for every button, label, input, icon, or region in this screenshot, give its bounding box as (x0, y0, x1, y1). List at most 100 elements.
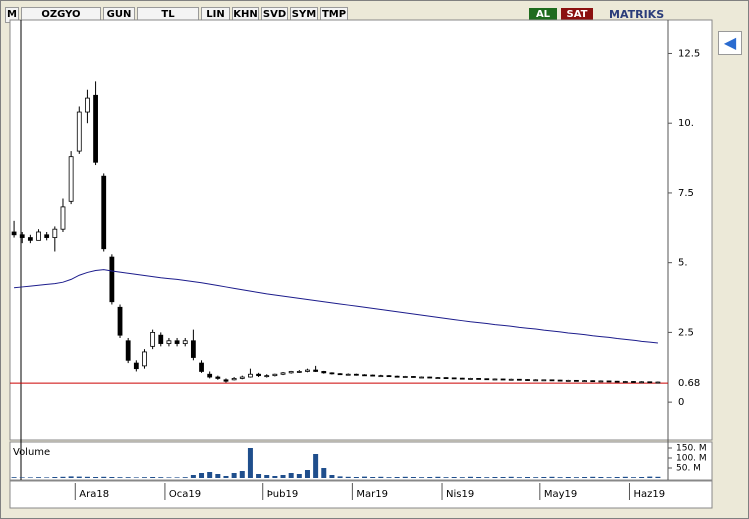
volume-bar (182, 477, 188, 478)
volume-bar (141, 477, 147, 478)
candle-body (174, 340, 180, 344)
volume-bar (272, 476, 278, 478)
candle-body (264, 375, 270, 378)
volume-bar (541, 477, 547, 478)
volume-bar (630, 477, 636, 478)
volume-bar (11, 477, 17, 478)
candle-body (598, 380, 604, 383)
volume-bar (199, 473, 205, 478)
volume-bar (313, 454, 319, 478)
volume-bar (459, 477, 465, 478)
x-tick-label: Þub19 (267, 489, 298, 500)
y-tick-label: 5. (678, 258, 688, 269)
candle-body (492, 378, 498, 381)
candle-body (655, 381, 661, 384)
candle-body (516, 378, 522, 381)
candle-body (142, 351, 147, 367)
volume-bar (345, 476, 351, 478)
candle-body (133, 362, 139, 370)
candle-body (158, 334, 164, 344)
candle-body (370, 374, 376, 377)
volume-bar (231, 473, 237, 478)
volume-bar (321, 468, 327, 478)
volume-bar (337, 476, 343, 478)
candle-body (182, 340, 188, 344)
volume-bar (598, 477, 604, 478)
candle-body (378, 375, 384, 378)
candle-body (411, 376, 416, 378)
candle-body (60, 206, 66, 230)
volume-bar (133, 477, 139, 478)
volume-bar (44, 477, 50, 478)
candle-body (631, 381, 636, 383)
volume-bar (60, 476, 66, 478)
collapse-button[interactable]: ◀ (718, 31, 742, 55)
candle-body (52, 228, 58, 238)
y-tick-label: 2.5 (678, 327, 694, 338)
volume-bar (36, 477, 42, 478)
volume-bar (386, 477, 392, 478)
volume-bar (443, 477, 449, 478)
candle-body (565, 379, 571, 382)
volume-bar (557, 477, 563, 478)
volume-bar (582, 477, 588, 478)
y-tick-label: 7.5 (678, 188, 694, 199)
candle-body (166, 340, 172, 344)
candle-body (11, 231, 17, 236)
volume-bar (549, 476, 555, 478)
candle-body (117, 306, 123, 336)
volume-bar (402, 476, 408, 478)
volume-bar (280, 475, 286, 478)
volume-bar (614, 477, 620, 478)
candle-body (296, 371, 302, 373)
candle-body (109, 256, 115, 303)
candle-body (647, 381, 653, 384)
candle-body (582, 380, 587, 383)
volume-bar (256, 474, 262, 478)
candle-body (337, 373, 343, 376)
volume-bar (525, 477, 531, 478)
candle-body (272, 373, 278, 377)
candle-body (500, 378, 506, 381)
buy-button[interactable]: AL (529, 8, 557, 22)
candle-body (345, 373, 351, 376)
volume-bar (484, 477, 490, 478)
volume-bar (410, 477, 416, 478)
sell-button[interactable]: SAT (561, 8, 593, 22)
volume-bar (76, 476, 82, 478)
candle-body (199, 362, 204, 372)
volume-bar (590, 476, 596, 478)
candle-body (68, 156, 74, 202)
volume-bar (565, 477, 571, 478)
volume-bar (68, 476, 74, 478)
candle-body (93, 94, 98, 163)
x-axis-panel (9, 480, 713, 509)
volume-bar (639, 477, 645, 478)
volume-bar (166, 477, 172, 478)
brand: MATRIKS (609, 8, 665, 21)
candle-body (76, 111, 82, 152)
candle-body (223, 379, 229, 382)
candle-body (353, 373, 359, 376)
volume-bar (19, 477, 25, 478)
volume-bar (516, 477, 522, 478)
volume-bar (394, 477, 400, 478)
volume-bar (109, 477, 115, 478)
volume-bar (264, 475, 270, 478)
volume-bar (101, 476, 107, 478)
volume-bar (370, 477, 376, 478)
candle-body (508, 378, 514, 381)
volume-bar (247, 448, 253, 478)
x-tick-label: Ara18 (79, 489, 109, 500)
volume-bar (606, 477, 612, 478)
volume-bar (84, 476, 90, 478)
volume-bar (150, 477, 156, 478)
candle-body (44, 234, 50, 238)
candle-body (256, 373, 261, 377)
volume-bar (508, 476, 514, 478)
y-tick-label: 10. (678, 118, 694, 129)
volume-bar (304, 470, 310, 478)
volume-bar (288, 473, 294, 478)
volume-bar (500, 477, 506, 478)
